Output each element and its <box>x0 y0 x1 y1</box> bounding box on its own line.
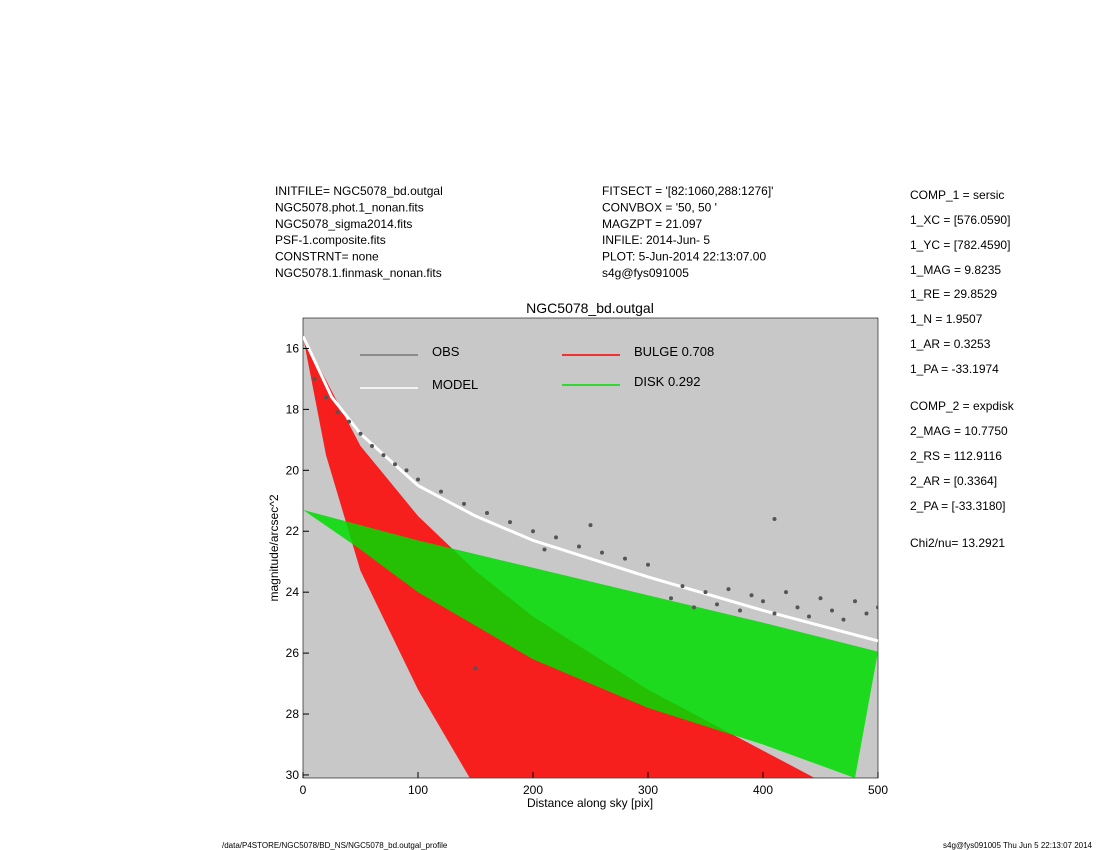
obs-point <box>772 517 777 522</box>
obs-point <box>623 556 627 561</box>
obs-point <box>358 431 363 436</box>
x-tick-label: 0 <box>300 783 307 797</box>
obs-point <box>347 419 351 424</box>
header-left-line: NGC5078.1.finmask_nonan.fits <box>275 266 442 280</box>
component-band <box>303 336 815 778</box>
obs-point <box>312 376 317 381</box>
plot-marks <box>303 335 878 778</box>
obs-point <box>393 462 397 467</box>
obs-point <box>439 489 443 494</box>
obs-point <box>876 605 878 610</box>
header-middle-line: CONVBOX = '50, 50 ' <box>602 200 717 214</box>
y-tick-label: 18 <box>286 402 300 416</box>
obs-point <box>381 453 386 458</box>
x-tick-label: 200 <box>523 783 543 797</box>
component-band <box>303 509 878 778</box>
obs-point <box>853 599 857 604</box>
obs-point <box>416 477 420 482</box>
y-tick-label: 24 <box>286 585 300 599</box>
header-left-line: INITFILE= NGC5078_bd.outgal <box>275 184 443 198</box>
param-line: 1_XC = [576.0590] <box>910 213 1010 227</box>
obs-point <box>600 550 604 555</box>
obs-point <box>726 587 731 592</box>
param-line: 1_MAG = 9.8235 <box>910 263 1001 277</box>
x-axis-label: Distance along sky [pix] <box>527 796 653 810</box>
param-line: COMP_1 = sersic <box>910 188 1004 202</box>
header-middle-line: INFILE: 2014-Jun- 5 <box>602 233 710 247</box>
header-left-line: CONSTRNT= none <box>275 250 379 264</box>
obs-point <box>703 590 708 595</box>
obs-point <box>646 562 650 567</box>
obs-point <box>864 611 869 616</box>
obs-point <box>807 614 811 619</box>
obs-point <box>324 395 328 400</box>
param-line: COMP_2 = expdisk <box>910 399 1015 413</box>
y-tick-label: 28 <box>286 707 300 721</box>
obs-point <box>830 608 834 613</box>
obs-point <box>749 593 754 598</box>
footer-right: s4g@fys091005 Thu Jun 5 22:13:07 2014 <box>943 841 1093 850</box>
param-line: 1_RE = 29.8529 <box>910 287 997 301</box>
obs-point <box>795 605 800 610</box>
obs-point <box>404 468 409 473</box>
obs-point <box>370 443 374 448</box>
y-tick-label: 16 <box>286 341 300 355</box>
param-line: 2_AR = [0.3364] <box>910 474 997 488</box>
y-axis-label: magnitude/arcsec^2 <box>267 494 281 601</box>
param-line: 1_PA = -33.1974 <box>910 362 999 376</box>
footer-left: /data/P4STORE/NGC5078/BD_NS/NGC5078_bd.o… <box>222 841 448 850</box>
obs-point <box>715 602 719 607</box>
obs-point <box>485 510 489 515</box>
obs-point <box>772 611 777 616</box>
header-left-line: NGC5078_sigma2014.fits <box>275 217 412 231</box>
param-line: 1_AR = 0.3253 <box>910 337 991 351</box>
x-tick-label: 400 <box>753 783 773 797</box>
legend-label: MODEL <box>432 377 478 392</box>
header-left-line: NGC5078.phot.1_nonan.fits <box>275 200 424 214</box>
param-line: 2_PA = [-33.3180] <box>910 499 1006 513</box>
x-tick-label: 100 <box>408 783 428 797</box>
legend-label: DISK 0.292 <box>634 374 701 389</box>
header-middle-line: PLOT: 5-Jun-2014 22:13:07.00 <box>602 250 766 264</box>
obs-point <box>669 596 673 601</box>
param-line: Chi2/nu= 13.2921 <box>910 536 1005 550</box>
header-middle-line: MAGZPT = 21.097 <box>602 217 702 231</box>
x-tick-label: 300 <box>638 783 658 797</box>
obs-point <box>738 608 742 613</box>
header-left-line: PSF-1.composite.fits <box>275 233 386 247</box>
obs-point <box>692 605 696 610</box>
obs-point <box>588 523 593 528</box>
obs-point <box>784 590 788 595</box>
param-line: 2_MAG = 10.7750 <box>910 424 1008 438</box>
obs-point <box>841 617 846 622</box>
param-line: 1_YC = [782.4590] <box>910 238 1010 252</box>
header-middle-line: FITSECT = '[82:1060,288:1276]' <box>602 184 773 198</box>
obs-point <box>554 535 558 540</box>
y-tick-label: 30 <box>286 768 300 782</box>
param-line: 2_RS = 112.9116 <box>910 449 1002 463</box>
obs-point <box>542 547 547 552</box>
obs-point <box>531 529 535 534</box>
obs-point <box>335 410 340 415</box>
y-tick-label: 20 <box>286 463 300 477</box>
obs-point <box>761 599 765 604</box>
obs-point <box>473 666 478 671</box>
obs-point <box>818 596 823 601</box>
y-tick-label: 22 <box>286 524 300 538</box>
header-middle-line: s4g@fys091005 <box>602 266 689 280</box>
obs-point <box>680 584 685 589</box>
chart-title: NGC5078_bd.outgal <box>526 300 654 316</box>
param-line: 1_N = 1.9507 <box>910 312 983 326</box>
y-tick-label: 26 <box>286 646 300 660</box>
legend-label: BULGE 0.708 <box>634 344 714 359</box>
legend-label: OBS <box>432 344 460 359</box>
x-tick-label: 500 <box>868 783 888 797</box>
obs-point <box>577 544 581 549</box>
obs-point <box>462 501 466 506</box>
obs-point <box>508 520 512 525</box>
